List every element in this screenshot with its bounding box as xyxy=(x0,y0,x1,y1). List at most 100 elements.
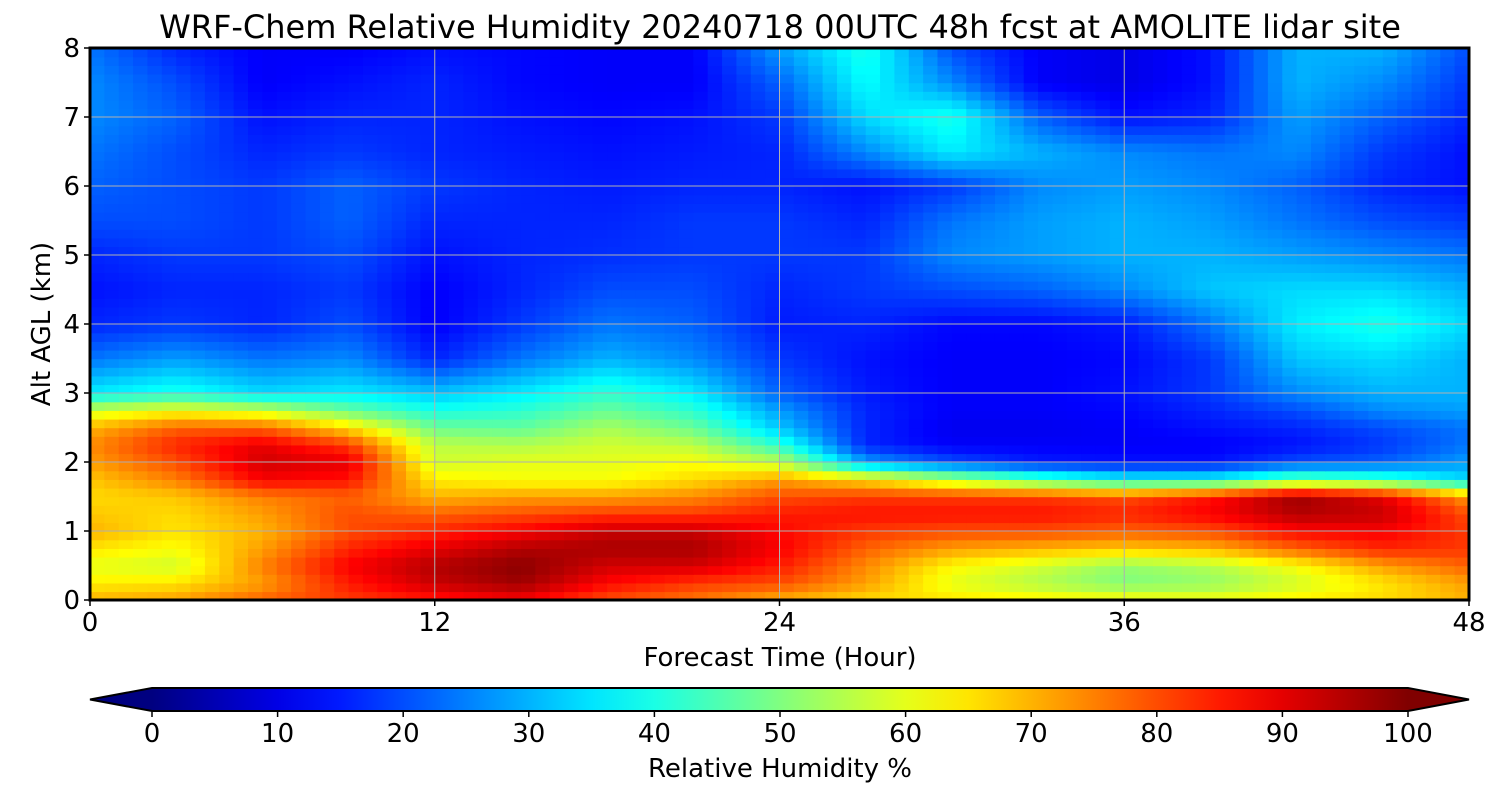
heatmap-cell xyxy=(1124,574,1140,584)
heatmap-cell xyxy=(1052,565,1068,575)
heatmap-cell xyxy=(520,367,536,377)
heatmap-cell xyxy=(204,375,220,386)
heatmap-cell xyxy=(1023,487,1039,498)
heatmap-cell xyxy=(678,375,695,386)
heatmap-cell xyxy=(406,220,422,230)
heatmap-cell xyxy=(966,289,982,299)
heatmap-cell xyxy=(176,513,192,524)
heatmap-cell xyxy=(908,358,924,368)
heatmap-cell xyxy=(190,427,206,437)
heatmap-cell xyxy=(592,479,608,489)
heatmap-cell xyxy=(348,487,364,498)
heatmap-cell xyxy=(923,272,939,282)
heatmap-cell xyxy=(348,289,364,299)
heatmap-cell xyxy=(319,220,335,230)
heatmap-cell xyxy=(1109,367,1125,377)
heatmap-cell xyxy=(118,531,134,541)
heatmap-cell xyxy=(434,289,450,299)
heatmap-cell xyxy=(1224,332,1240,342)
heatmap-cell xyxy=(1152,177,1169,187)
heatmap-cell xyxy=(1224,505,1240,515)
heatmap-cell xyxy=(1397,349,1413,360)
heatmap-cell xyxy=(1425,444,1441,455)
heatmap-cell xyxy=(678,306,695,317)
heatmap-cell xyxy=(1138,186,1154,196)
heatmap-cell xyxy=(592,160,608,170)
heatmap-cell xyxy=(650,298,666,308)
heatmap-cell xyxy=(219,556,235,567)
heatmap-cell xyxy=(535,462,551,472)
heatmap-cell xyxy=(219,349,235,360)
heatmap-cell xyxy=(133,367,149,377)
heatmap-cell xyxy=(865,168,881,179)
heatmap-cell xyxy=(1253,177,1269,187)
heatmap-cell xyxy=(678,315,695,325)
heatmap-cell xyxy=(1152,418,1169,429)
heatmap-cell xyxy=(664,462,680,472)
heatmap-cell xyxy=(492,358,508,368)
heatmap-cell xyxy=(578,272,594,282)
heatmap-cell xyxy=(678,513,695,524)
heatmap-cell xyxy=(664,263,680,273)
heatmap-cell xyxy=(535,556,551,567)
heatmap-cell xyxy=(506,263,522,273)
heatmap-cell xyxy=(678,341,695,351)
heatmap-cell xyxy=(1138,487,1154,498)
heatmap-cell xyxy=(1066,410,1082,420)
heatmap-cell xyxy=(506,332,522,342)
heatmap-cell xyxy=(1152,229,1169,239)
heatmap-cell xyxy=(750,211,766,222)
heatmap-cell xyxy=(650,375,666,386)
heatmap-cell xyxy=(391,341,407,351)
heatmap-cell xyxy=(894,315,910,325)
heatmap-cell xyxy=(908,168,924,179)
heatmap-cell xyxy=(966,565,982,575)
heatmap-cell xyxy=(1253,548,1269,558)
heatmap-cell xyxy=(1282,401,1298,411)
heatmap-cell xyxy=(319,341,335,351)
heatmap-cell xyxy=(592,341,608,351)
heatmap-cell xyxy=(147,436,163,446)
heatmap-cell xyxy=(1440,462,1456,472)
heatmap-cell xyxy=(1411,418,1427,429)
heatmap-cell xyxy=(880,151,896,161)
heatmap-cell xyxy=(1397,332,1413,342)
heatmap-cell xyxy=(1124,237,1140,248)
heatmap-cell xyxy=(549,522,565,532)
heatmap-cell xyxy=(176,332,192,342)
heatmap-cell xyxy=(1253,160,1269,170)
heatmap-cell xyxy=(1052,211,1068,222)
heatmap-cell xyxy=(291,565,307,575)
heatmap-cell xyxy=(477,203,493,213)
heatmap-cell xyxy=(1023,410,1039,420)
heatmap-cell xyxy=(765,393,781,403)
heatmap-cell xyxy=(1267,462,1283,472)
heatmap-cell xyxy=(477,160,493,170)
heatmap-cell xyxy=(276,341,292,351)
heatmap-cell xyxy=(420,160,436,170)
heatmap-cell xyxy=(880,427,896,437)
heatmap-cell xyxy=(664,177,680,187)
heatmap-cell xyxy=(607,539,623,549)
heatmap-cell xyxy=(908,151,924,161)
heatmap-cell xyxy=(377,513,393,524)
heatmap-cell xyxy=(1167,487,1183,498)
heatmap-cell xyxy=(966,462,982,472)
heatmap-cell xyxy=(391,401,407,411)
heatmap-cell xyxy=(750,375,766,386)
heatmap-cell xyxy=(535,349,551,360)
heatmap-cell xyxy=(736,298,752,308)
heatmap-cell xyxy=(1095,582,1111,593)
heatmap-cell xyxy=(190,289,206,299)
heatmap-cell xyxy=(449,574,465,584)
heatmap-cell xyxy=(1138,565,1154,575)
heatmap-cell xyxy=(722,324,738,334)
heatmap-cell xyxy=(104,418,120,429)
heatmap-cell xyxy=(248,315,264,325)
heatmap-cell xyxy=(765,462,781,472)
heatmap-cell xyxy=(937,220,953,230)
heatmap-cell xyxy=(822,574,838,584)
heatmap-cell xyxy=(722,496,738,506)
heatmap-cell xyxy=(506,151,522,161)
heatmap-cell xyxy=(1325,487,1341,498)
